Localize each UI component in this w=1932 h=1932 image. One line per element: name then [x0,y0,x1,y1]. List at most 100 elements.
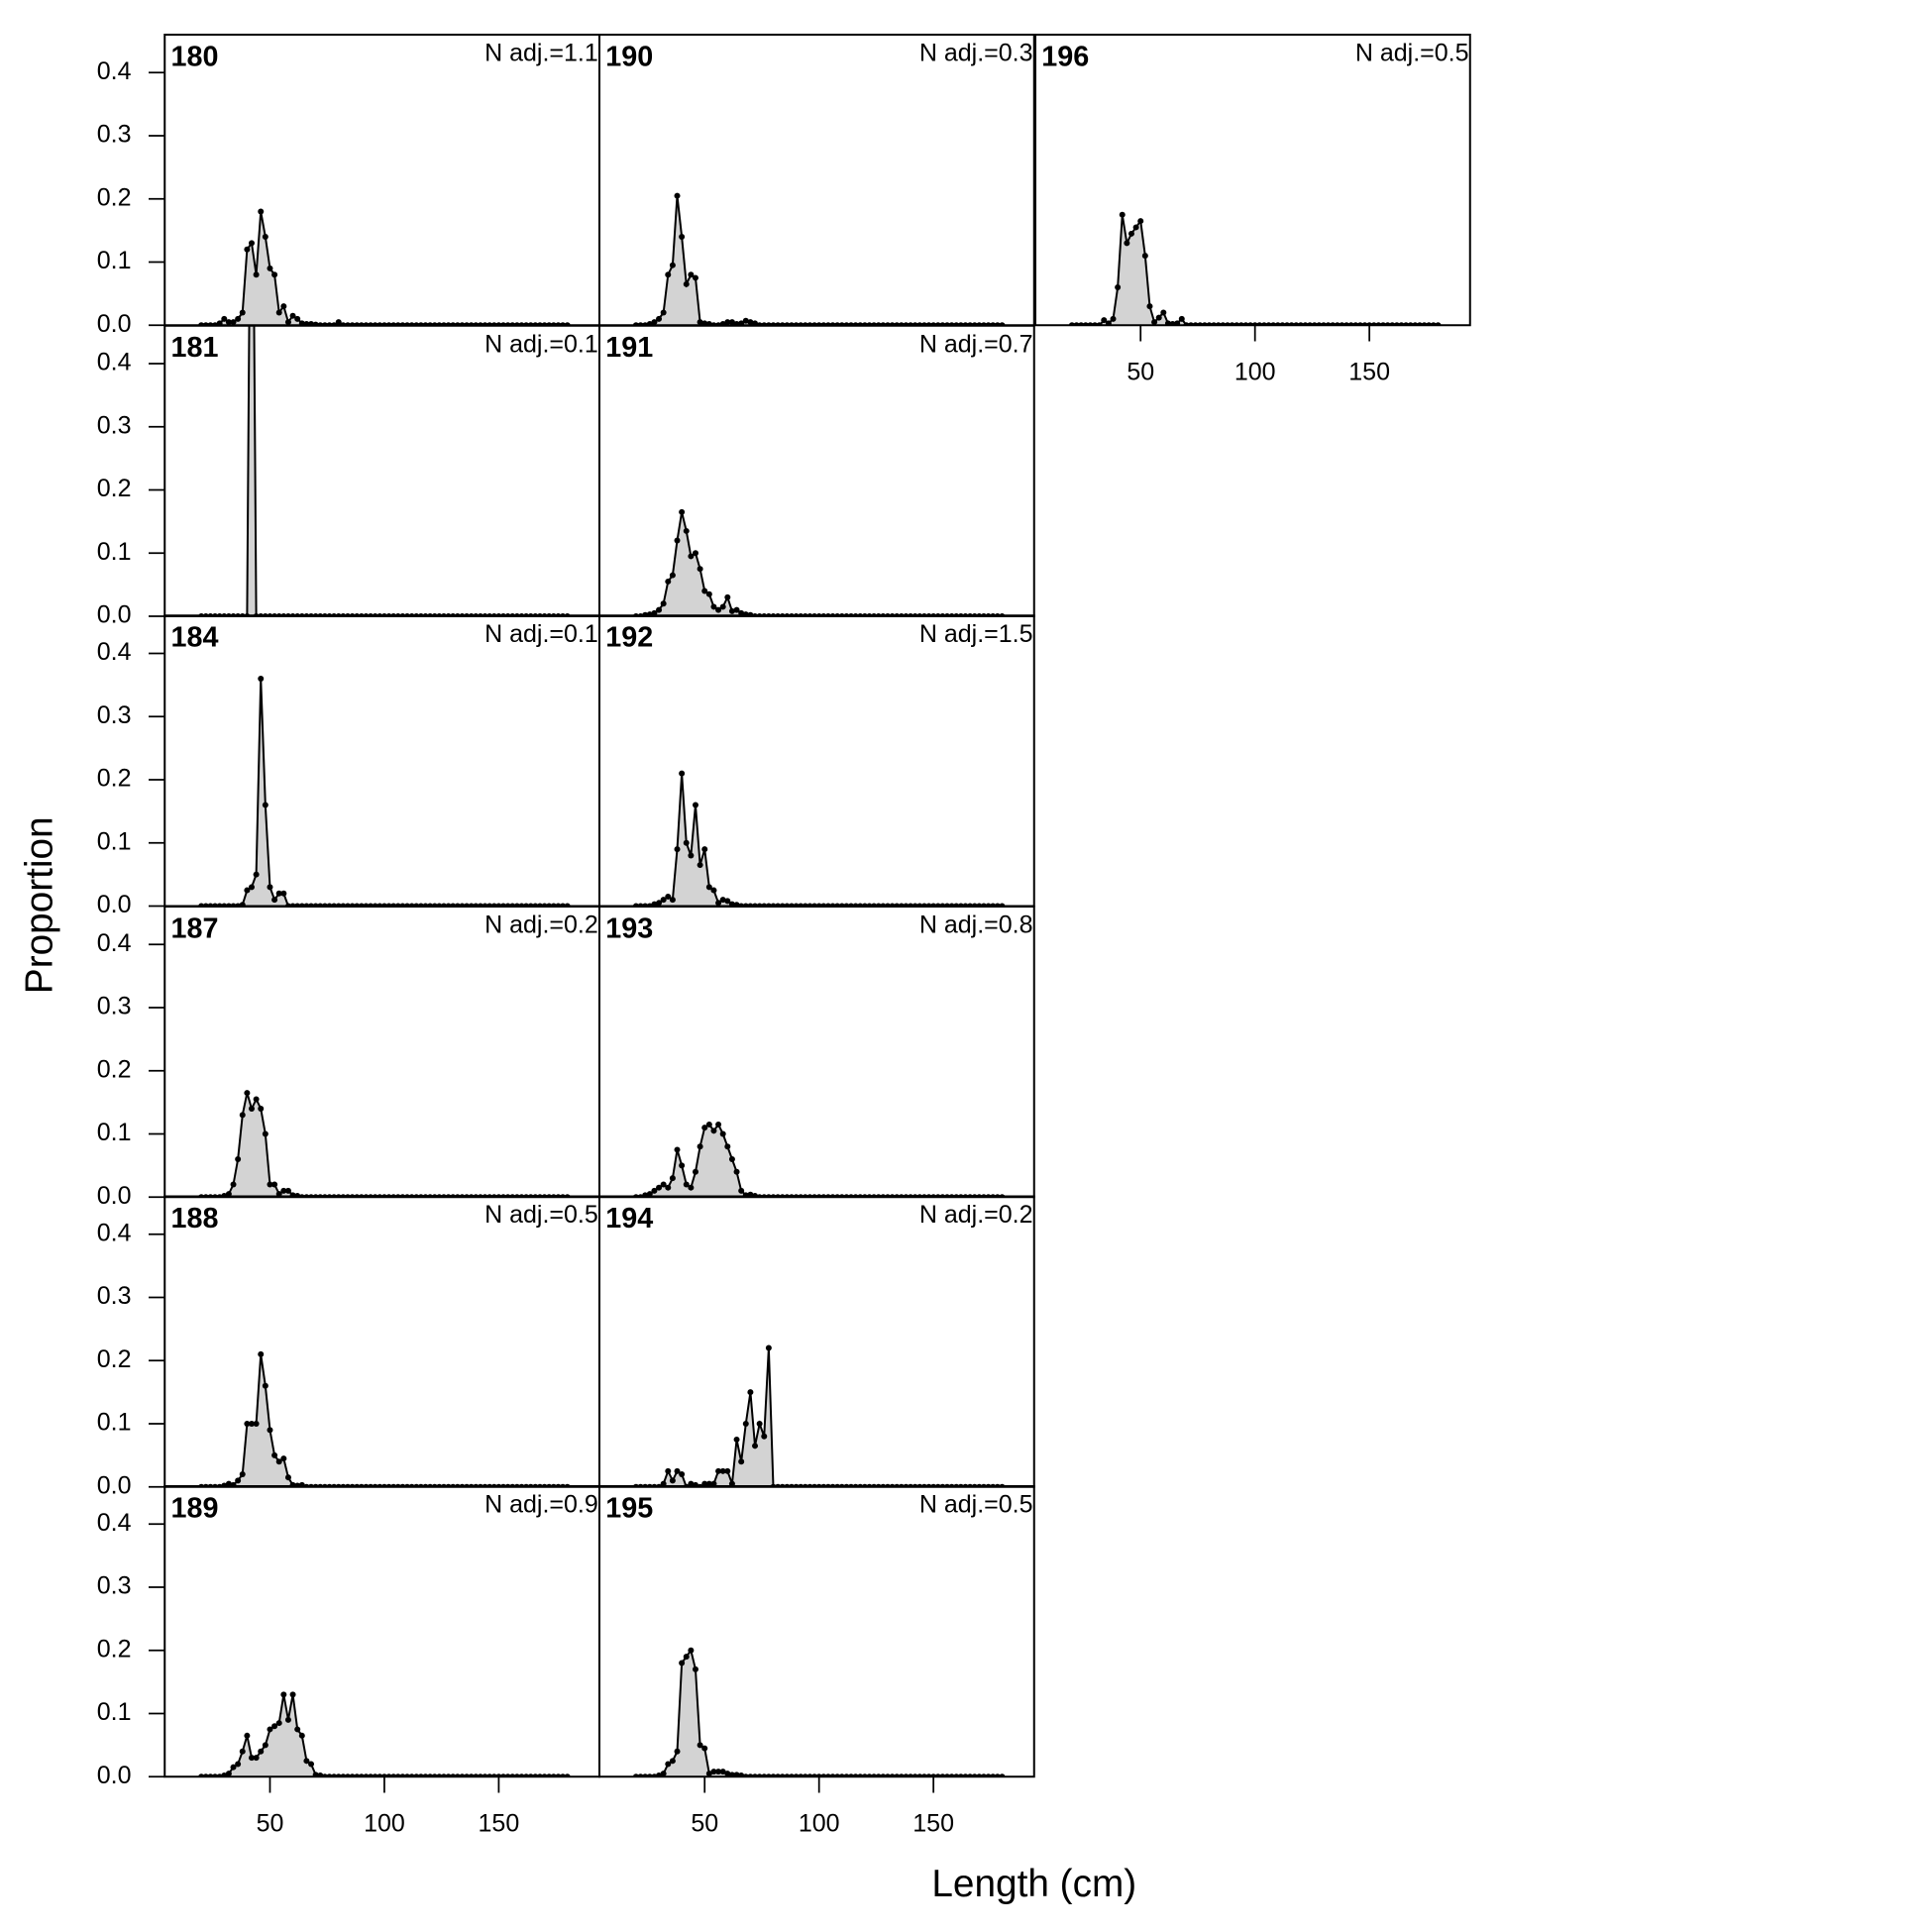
point [719,1130,726,1137]
point [705,1121,712,1127]
area [635,195,1003,326]
y-tick-label: 0.1 [97,1119,132,1146]
point [267,884,273,891]
point [665,1467,672,1474]
point [674,192,681,199]
point [660,600,667,607]
y-tick-label: 0.3 [97,993,132,1020]
panel-label: 192 [605,622,653,654]
point [683,1654,690,1661]
point [656,315,663,322]
point [765,1344,772,1351]
point [1101,317,1108,324]
point [697,862,703,869]
y-axis-label: Proportion [19,816,61,994]
x-tick-label: 150 [479,1810,520,1838]
x-tick-label: 50 [691,1810,718,1838]
y-tick-label: 0.4 [97,349,132,376]
point [679,508,686,515]
point [669,897,676,904]
y-tick-label: 0.2 [97,183,132,211]
point [244,1090,251,1097]
point [1110,315,1117,322]
point [258,676,265,682]
y-tick-label: 0.0 [97,1182,132,1210]
point [728,607,735,614]
point [719,320,726,326]
point [235,1477,242,1484]
panel [198,208,571,326]
panel [632,1647,1006,1777]
point [651,1187,658,1194]
point [679,1660,686,1666]
point [724,593,731,600]
point [705,884,712,891]
point [752,320,759,326]
point [303,320,310,326]
point [656,1771,663,1777]
point [1137,218,1144,225]
y-tick-label: 0.1 [97,827,132,855]
point [719,897,726,904]
panel-annotation: N adj.=0.9 [484,1491,598,1519]
point [253,871,260,878]
point [724,319,731,326]
point [674,537,681,544]
point [267,1427,273,1434]
point [656,606,663,613]
panel [632,192,1006,326]
x-tick-label: 150 [1348,359,1390,386]
panel-label: 195 [605,1492,653,1524]
point [1169,320,1176,326]
point [688,553,695,560]
point [317,1771,324,1777]
point [239,1748,246,1755]
x-axis-label: Length (cm) [931,1863,1136,1905]
panel [198,1090,571,1198]
point [1178,315,1185,322]
y-tick-label: 0.1 [97,1409,132,1437]
point [249,884,255,891]
point [692,1168,698,1175]
point [284,1474,291,1481]
point [258,1748,265,1755]
point [221,1771,228,1777]
panel-frame [163,324,600,618]
panel [198,1691,571,1777]
y-tick-label: 0.0 [97,891,132,918]
point [674,1146,681,1153]
point [239,1112,246,1119]
point [660,897,667,904]
point [688,1647,695,1654]
point [669,1758,676,1765]
point [715,1467,722,1474]
point [244,246,251,253]
point [284,1716,291,1723]
panel-frame [598,34,1035,327]
point [697,319,703,326]
point [683,527,690,534]
panel-annotation: N adj.=0.2 [919,1201,1033,1229]
point [688,1184,695,1191]
point [692,274,698,281]
point [701,320,708,326]
point [271,1723,278,1730]
point [705,1771,712,1777]
panel [632,1121,1006,1198]
point [280,1691,287,1698]
point [747,1389,754,1396]
point [761,1433,768,1440]
point [298,320,305,326]
point [674,1748,681,1755]
point [679,770,686,777]
point [262,1382,268,1389]
point [683,280,690,287]
point [705,320,712,326]
point [267,265,273,271]
point [235,315,242,322]
point [271,897,278,904]
point [262,1130,268,1137]
y-tick-label: 0.4 [97,57,132,85]
point [308,1761,315,1768]
point [235,1156,242,1162]
